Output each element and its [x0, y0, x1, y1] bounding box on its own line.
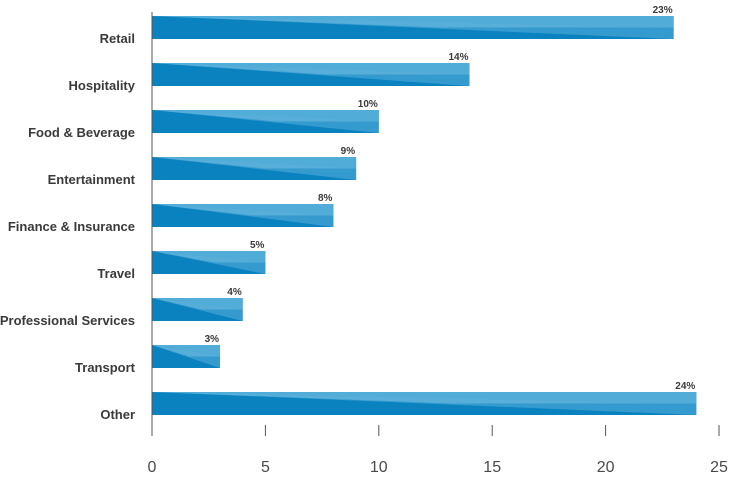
- category-label-finance-and-insurance: Finance & Insurance: [8, 219, 135, 234]
- x-tick-label-20: 20: [597, 459, 615, 476]
- category-label-food-and-beverage: Food & Beverage: [28, 125, 135, 140]
- bar-hospitality: [152, 63, 470, 86]
- value-label-retail: 23%: [653, 5, 673, 16]
- bar-food-and-beverage: [152, 110, 379, 133]
- bar-entertainment: [152, 157, 357, 180]
- value-label-travel: 5%: [250, 240, 265, 251]
- category-label-other: Other: [100, 407, 135, 422]
- x-tick-label-10: 10: [370, 459, 388, 476]
- bar-other-fold: [152, 392, 697, 415]
- value-label-hospitality: 14%: [449, 52, 469, 63]
- bar-finance-and-insurance: [152, 204, 334, 227]
- bar-food-and-beverage-fold: [152, 110, 379, 133]
- category-label-professional-services: Professional Services: [0, 313, 135, 328]
- value-label-finance-and-insurance: 8%: [318, 193, 333, 204]
- axes-group: 0 5 10 15 20 25: [148, 12, 728, 476]
- bar-professional-services-fold: [152, 298, 243, 321]
- value-label-other: 24%: [675, 381, 695, 392]
- bar-transport: [152, 345, 221, 368]
- bar-entertainment-fold: [152, 157, 357, 180]
- value-label-professional-services: 4%: [227, 287, 242, 298]
- bar-finance-and-insurance-fold: [152, 204, 334, 227]
- category-label-hospitality: Hospitality: [69, 78, 136, 93]
- x-tick-label-25: 25: [710, 459, 728, 476]
- category-label-transport: Transport: [75, 360, 136, 375]
- category-label-retail: Retail: [100, 31, 135, 46]
- value-label-entertainment: 9%: [341, 146, 356, 157]
- x-tick-label-0: 0: [148, 459, 157, 476]
- bars-group: 23% Retail 14% Hospitality 10% Food & Beverag…: [0, 5, 697, 422]
- x-tick-label-15: 15: [483, 459, 501, 476]
- bar-professional-services: [152, 298, 243, 321]
- bar-travel: [152, 251, 266, 274]
- bar-other: [152, 392, 697, 415]
- bar-travel-fold: [152, 251, 266, 274]
- x-tick-label-5: 5: [261, 459, 270, 476]
- value-label-food-and-beverage: 10%: [358, 99, 378, 110]
- bar-retail: [152, 16, 674, 39]
- value-label-transport: 3%: [205, 334, 220, 345]
- bar-transport-fold: [152, 345, 221, 368]
- category-label-entertainment: Entertainment: [48, 172, 136, 187]
- bar-hospitality-fold: [152, 63, 470, 86]
- bar-retail-fold: [152, 16, 674, 39]
- category-label-travel: Travel: [97, 266, 135, 281]
